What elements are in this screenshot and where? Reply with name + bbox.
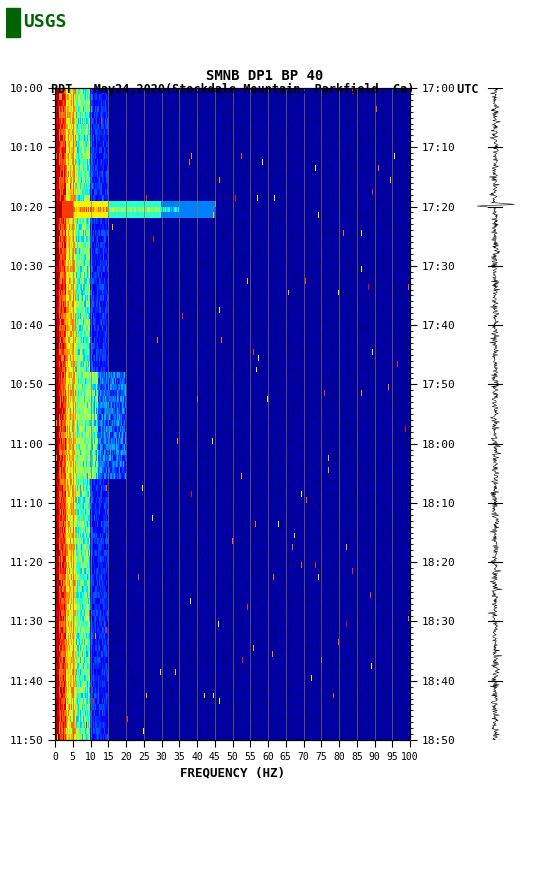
Text: PDT   May24,2020(Stockdale Mountain, Parkfield, Ca)      UTC: PDT May24,2020(Stockdale Mountain, Parkf…	[51, 83, 479, 95]
Text: SMNB DP1 BP 40: SMNB DP1 BP 40	[206, 69, 323, 83]
X-axis label: FREQUENCY (HZ): FREQUENCY (HZ)	[180, 766, 285, 779]
Text: USGS: USGS	[23, 13, 66, 31]
Bar	[6, 8, 20, 37]
